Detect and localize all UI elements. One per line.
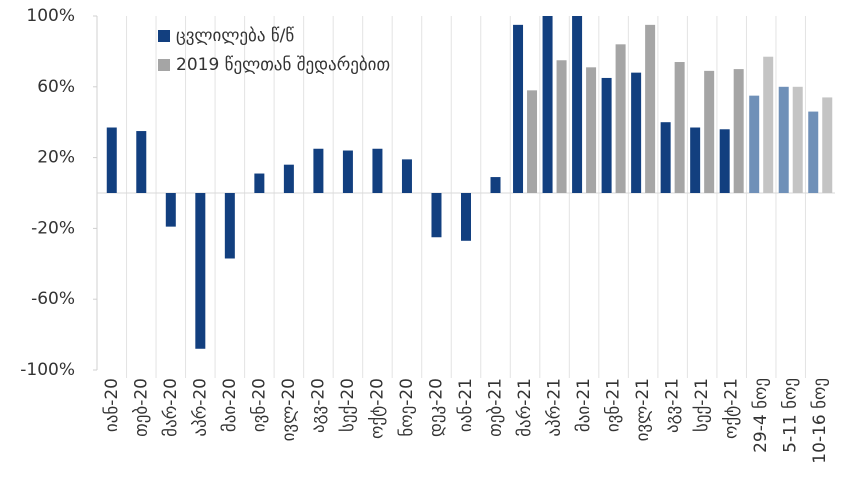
legend-swatch (158, 30, 170, 42)
x-tick-label: 10-16 ნოე (810, 378, 830, 464)
bar (556, 60, 567, 193)
bar (645, 24, 656, 193)
x-tick-label: თებ-21 (486, 378, 506, 437)
bar (372, 148, 383, 193)
bar (631, 72, 642, 193)
x-tick-label: თებ-20 (131, 378, 151, 437)
legend-label: 2019 წელთან შედარებით (176, 55, 390, 75)
bar (431, 193, 442, 238)
bar (136, 131, 147, 193)
x-tick-label: იან-20 (102, 378, 122, 432)
x-tick-label: აგვ-20 (308, 378, 328, 433)
x-tick-label: აპრ-21 (545, 378, 565, 437)
bar (704, 70, 715, 193)
bar (513, 24, 524, 193)
x-tick-label: ოქტ-20 (367, 378, 387, 439)
x-tick-label: ივლ-21 (633, 378, 653, 441)
bar (719, 129, 730, 193)
bar (165, 193, 176, 227)
x-tick-label: ივნ-20 (249, 378, 269, 432)
y-tick-label: 60% (37, 77, 75, 97)
x-tick-label: მარ-21 (515, 378, 535, 437)
bar (254, 173, 265, 193)
bar (542, 16, 553, 193)
bar (527, 90, 538, 193)
bar (313, 148, 324, 193)
bar (283, 164, 294, 193)
legend-swatch (158, 59, 170, 71)
bar (808, 111, 819, 193)
x-tick-label: სექ-21 (692, 378, 712, 432)
bar (733, 69, 744, 193)
bar (660, 122, 671, 193)
y-tick-label: -60% (31, 289, 75, 309)
x-tick-label: ივლ-20 (279, 378, 299, 441)
x-tick-label: მაი-20 (220, 378, 240, 432)
bar (106, 127, 117, 193)
bar (601, 77, 612, 193)
x-tick-label: აგვ-21 (663, 378, 683, 433)
bar (822, 97, 833, 193)
x-tick-label: მაი-21 (574, 378, 594, 432)
x-tick-label: ივნ-21 (604, 378, 624, 432)
x-tick-label: იან-21 (456, 378, 476, 432)
bar (763, 56, 774, 194)
bar (224, 193, 235, 259)
bar (792, 86, 803, 193)
legend-label: ცვლილება წ/წ (176, 26, 294, 46)
bar (615, 44, 626, 193)
x-tick-label: ოქტ-21 (722, 378, 742, 439)
bar (690, 127, 701, 193)
bar (572, 16, 583, 193)
x-tick-label: სექ-20 (338, 378, 358, 432)
bar (401, 159, 412, 193)
bar (674, 62, 685, 193)
bar (749, 95, 760, 193)
bar (490, 177, 501, 193)
y-tick-label: 20% (37, 148, 75, 168)
bar (461, 193, 471, 241)
x-tick-label: 29-4 ნოე (751, 378, 771, 453)
y-tick-label: 100% (26, 6, 75, 26)
x-tick-label: მარ-20 (161, 378, 181, 437)
y-tick-label: -20% (31, 218, 75, 238)
x-tick-label: აპრ-20 (190, 378, 210, 437)
bar (778, 86, 789, 193)
x-tick-label: 5-11 ნოე (781, 378, 801, 453)
x-tick-label: დეკ-20 (426, 378, 446, 437)
bar (342, 150, 353, 193)
bar (195, 193, 206, 349)
bar (586, 67, 597, 193)
y-tick-label: -100% (20, 360, 75, 380)
x-tick-label: ნოე-20 (397, 378, 417, 437)
